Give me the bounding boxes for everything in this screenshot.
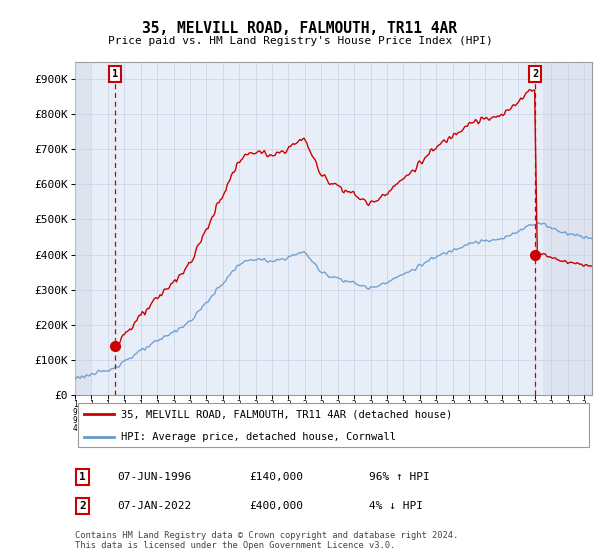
FancyBboxPatch shape — [77, 403, 589, 447]
Text: 1: 1 — [112, 69, 118, 79]
Text: 07-JAN-2022: 07-JAN-2022 — [117, 501, 191, 511]
Text: 96% ↑ HPI: 96% ↑ HPI — [369, 472, 430, 482]
Text: Price paid vs. HM Land Registry's House Price Index (HPI): Price paid vs. HM Land Registry's House … — [107, 36, 493, 46]
Text: Contains HM Land Registry data © Crown copyright and database right 2024.
This d: Contains HM Land Registry data © Crown c… — [75, 530, 458, 550]
Bar — [543, 62, 592, 395]
Text: 35, MELVILL ROAD, FALMOUTH, TR11 4AR (detached house): 35, MELVILL ROAD, FALMOUTH, TR11 4AR (de… — [121, 409, 452, 419]
Text: 2: 2 — [79, 501, 86, 511]
Text: £140,000: £140,000 — [249, 472, 303, 482]
Text: 1: 1 — [79, 472, 86, 482]
Text: 2: 2 — [532, 69, 538, 79]
Text: 07-JUN-1996: 07-JUN-1996 — [117, 472, 191, 482]
Text: 4% ↓ HPI: 4% ↓ HPI — [369, 501, 423, 511]
Bar — [75, 62, 91, 395]
Text: HPI: Average price, detached house, Cornwall: HPI: Average price, detached house, Corn… — [121, 432, 395, 441]
Text: £400,000: £400,000 — [249, 501, 303, 511]
Text: 35, MELVILL ROAD, FALMOUTH, TR11 4AR: 35, MELVILL ROAD, FALMOUTH, TR11 4AR — [143, 21, 458, 36]
